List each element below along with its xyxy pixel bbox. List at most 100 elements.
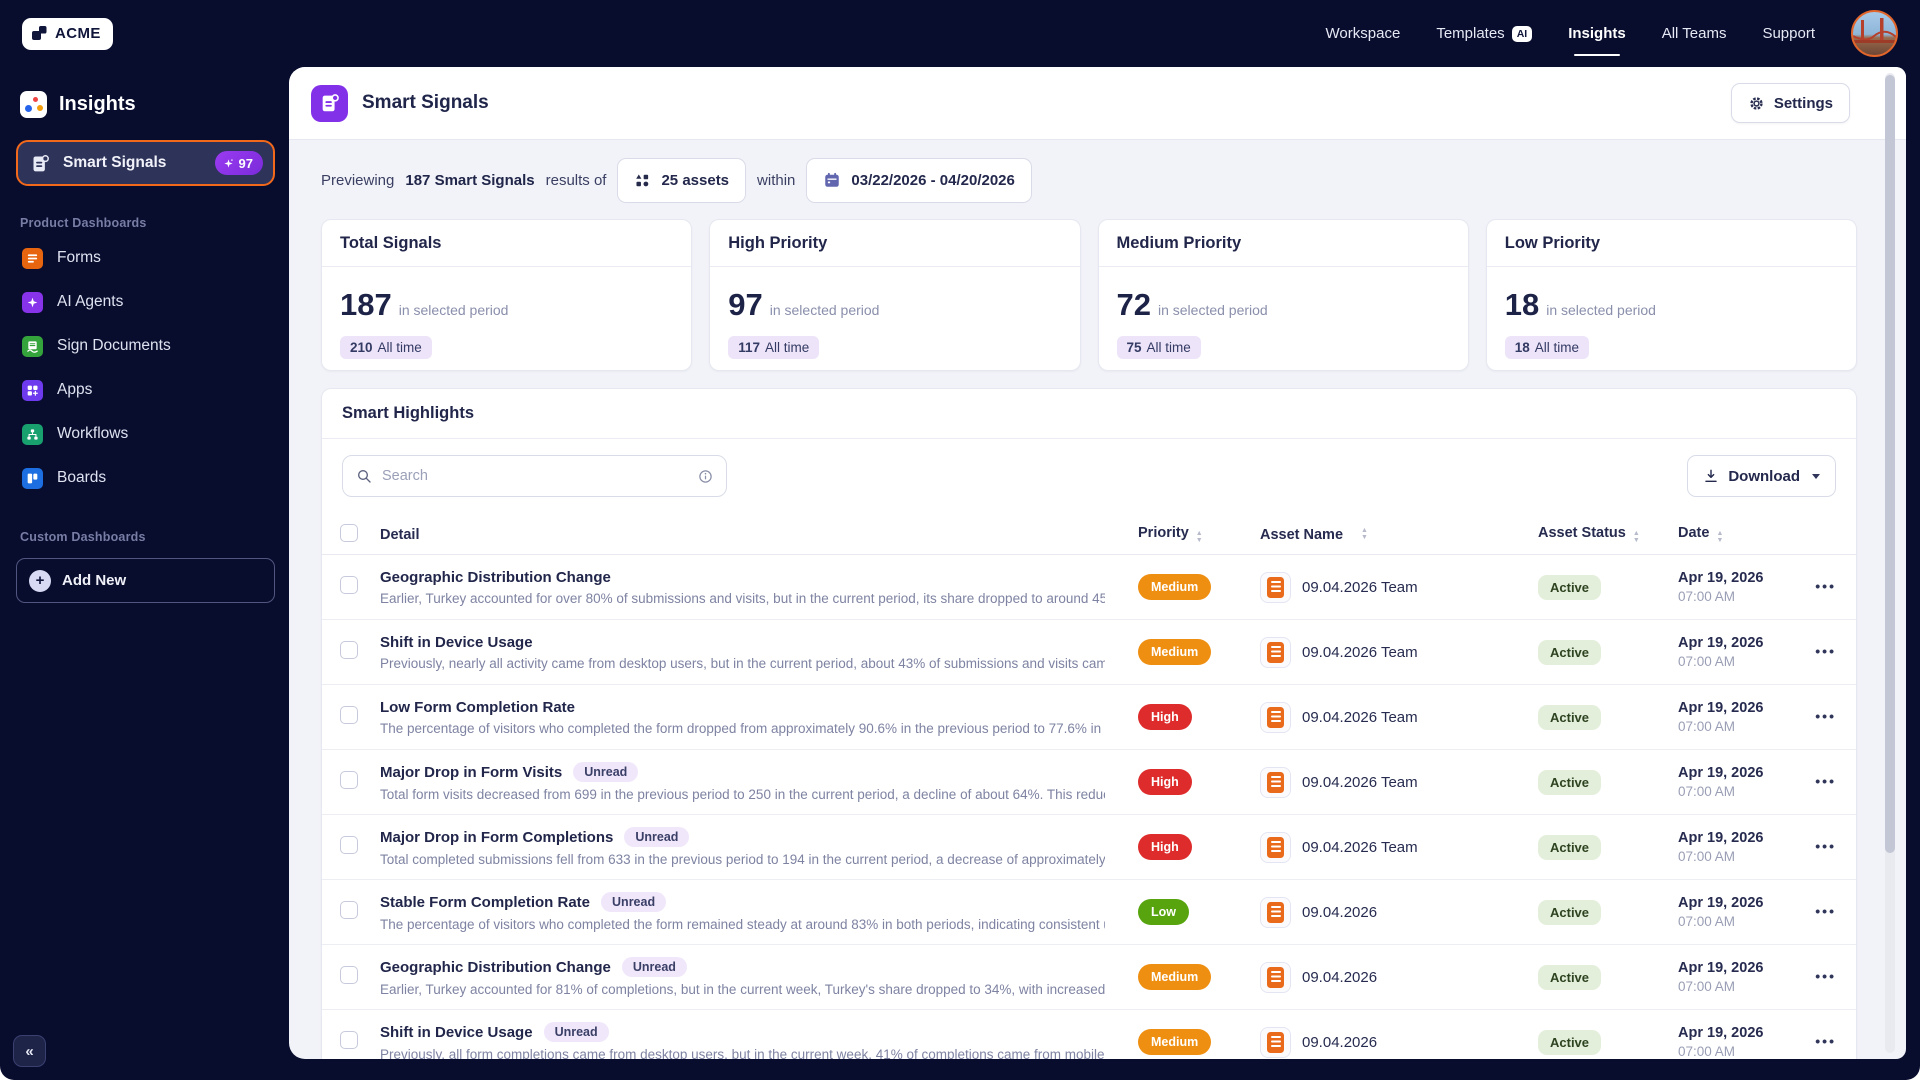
unread-badge: Unread — [624, 827, 690, 847]
sidebar-item-forms[interactable]: Forms — [16, 236, 275, 280]
row-checkbox[interactable] — [340, 965, 358, 984]
table-header: Detail Priority ▲ ▼ Asset Name ▲ ▼ Asset Sta… — [322, 515, 1856, 555]
row-menu-button[interactable]: ••• — [1815, 968, 1836, 984]
column-priority[interactable]: Priority ▲ ▼ — [1138, 525, 1203, 544]
nav-workspace[interactable]: Workspace — [1325, 25, 1401, 42]
sparkle-icon — [223, 158, 233, 168]
row-checkbox[interactable] — [340, 770, 358, 789]
nav-insights[interactable]: Insights — [1568, 25, 1626, 42]
sidebar: Insights Smart Signals 97 Product Dashbo… — [0, 67, 289, 1080]
table-row[interactable]: Major Drop in Form Completions Unread To… — [322, 815, 1856, 880]
sidebar-item-smart-signals[interactable]: Smart Signals 97 — [16, 140, 275, 186]
sidebar-item-ai-agents[interactable]: AI Agents — [16, 280, 275, 324]
sidebar-item-label: Sign Documents — [57, 337, 171, 354]
row-checkbox[interactable] — [340, 835, 358, 854]
alltime-value: 210 — [350, 340, 373, 355]
row-checkbox[interactable] — [340, 640, 358, 659]
status-badge: Active — [1538, 1029, 1602, 1055]
row-title: Major Drop in Form Completions — [380, 828, 614, 846]
stat-card-value: 72 — [1116, 287, 1151, 322]
sidebar-item-workflows[interactable]: Workflows — [16, 412, 275, 456]
insights-icon — [20, 91, 47, 118]
row-menu-button[interactable]: ••• — [1815, 903, 1836, 919]
table-row[interactable]: Shift in Device Usage Previously, nearly… — [322, 620, 1856, 685]
nav-templates-label: Templates — [1436, 25, 1505, 42]
unread-badge: Unread — [621, 957, 687, 977]
workflows-icon — [22, 423, 43, 445]
sidebar-collapse-button[interactable]: « — [13, 1035, 46, 1067]
assets-filter-button[interactable]: 25 assets — [617, 157, 747, 203]
column-detail: Detail — [380, 526, 420, 543]
download-button[interactable]: Download — [1687, 455, 1836, 497]
search-box[interactable] — [342, 455, 727, 497]
row-description: Total completed submissions fell from 63… — [380, 852, 1105, 867]
row-checkbox[interactable] — [340, 1030, 358, 1049]
row-checkbox[interactable] — [340, 900, 358, 919]
status-badge: Active — [1538, 964, 1602, 990]
table-row[interactable]: Stable Form Completion Rate Unread The p… — [322, 880, 1856, 945]
row-menu-button[interactable]: ••• — [1815, 838, 1836, 854]
page-header: Smart Signals Settings — [289, 67, 1906, 140]
plus-icon: + — [29, 569, 51, 592]
row-menu-button[interactable]: ••• — [1815, 773, 1836, 789]
user-avatar[interactable] — [1851, 10, 1898, 57]
settings-button[interactable]: Settings — [1730, 83, 1850, 123]
scrollbar-track[interactable] — [1885, 73, 1895, 1053]
stat-card-low-priority: Low Priority 18 in selected period 18 All … — [1485, 219, 1857, 371]
sort-icon[interactable]: ▲ ▼ — [1716, 530, 1724, 544]
sidebar-item-sign-documents[interactable]: Sign Documents — [16, 324, 275, 368]
nav-all-teams[interactable]: All Teams — [1661, 25, 1727, 42]
sidebar-item-apps[interactable]: Apps — [16, 368, 275, 412]
date-range-label: 03/22/2026 - 04/20/2026 — [851, 171, 1015, 189]
column-asset-name[interactable]: Asset Name ▲ ▼ — [1260, 526, 1368, 543]
asset-name: 09.04.2026 — [1302, 903, 1378, 921]
row-checkbox[interactable] — [340, 575, 358, 594]
row-menu-button[interactable]: ••• — [1815, 643, 1836, 659]
row-menu-button[interactable]: ••• — [1815, 1033, 1836, 1049]
sidebar-item-boards[interactable]: Boards — [16, 456, 275, 500]
row-time: 07:00 AM — [1678, 914, 1736, 929]
table-row[interactable]: Geographic Distribution Change Earlier, … — [322, 555, 1856, 620]
select-all-checkbox[interactable] — [340, 523, 358, 542]
add-new-button[interactable]: + Add New — [16, 558, 275, 603]
main-panel: Smart Signals Settings Previewing 187 Sm… — [289, 67, 1906, 1059]
nav-templates[interactable]: Templates AI — [1436, 25, 1533, 42]
date-range-button[interactable]: 03/22/2026 - 04/20/2026 — [806, 157, 1032, 203]
row-menu-button[interactable]: ••• — [1815, 708, 1836, 724]
acme-logo[interactable]: ACME — [22, 17, 113, 50]
row-description: Earlier, Turkey accounted for 81% of com… — [380, 982, 1105, 997]
sort-icon[interactable]: ▲ ▼ — [1195, 530, 1203, 544]
table-row[interactable]: Major Drop in Form Visits Unread Total f… — [322, 750, 1856, 815]
top-nav: Workspace Templates AI Insights All Team… — [1326, 10, 1898, 57]
asset-name: 09.04.2026 Team — [1302, 578, 1418, 596]
page-title: Smart Signals — [362, 92, 489, 113]
smart-highlights-title: Smart Highlights — [322, 389, 1856, 439]
row-description: Earlier, Turkey accounted for over 80% o… — [380, 590, 1105, 606]
row-menu-button[interactable]: ••• — [1815, 578, 1836, 594]
priority-badge: Medium — [1138, 1029, 1212, 1055]
asset-name: 09.04.2026 Team — [1302, 838, 1418, 856]
asset-name: 09.04.2026 Team — [1302, 708, 1418, 726]
sort-icon[interactable]: ▲ ▼ — [1361, 527, 1368, 541]
row-time: 07:00 AM — [1678, 979, 1736, 994]
row-time: 07:00 AM — [1678, 784, 1736, 799]
scrollbar-thumb[interactable] — [1885, 75, 1895, 853]
row-date: Apr 19, 2026 — [1678, 570, 1764, 586]
table-row[interactable]: Shift in Device Usage Unread Previously,… — [322, 1010, 1856, 1059]
row-time: 07:00 AM — [1678, 1044, 1736, 1059]
column-date[interactable]: Date ▲ ▼ — [1678, 525, 1724, 544]
status-badge: Active — [1538, 639, 1602, 665]
search-input[interactable] — [382, 468, 688, 484]
sort-icon[interactable]: ▲ ▼ — [1632, 530, 1640, 544]
table-row[interactable]: Low Form Completion Rate The percentage … — [322, 685, 1856, 750]
sidebar-item-label: Boards — [57, 469, 107, 486]
table-row[interactable]: Geographic Distribution Change Unread Ea… — [322, 945, 1856, 1010]
row-checkbox[interactable] — [340, 705, 358, 724]
column-asset-status[interactable]: Asset Status ▲ ▼ — [1538, 525, 1640, 544]
acme-logo-text: ACME — [55, 25, 101, 42]
row-title: Geographic Distribution Change — [380, 958, 611, 976]
nav-support[interactable]: Support — [1762, 25, 1815, 42]
alltime-pill: 18 All time — [1504, 336, 1590, 359]
row-description: The percentage of visitors who completed… — [380, 917, 1105, 932]
